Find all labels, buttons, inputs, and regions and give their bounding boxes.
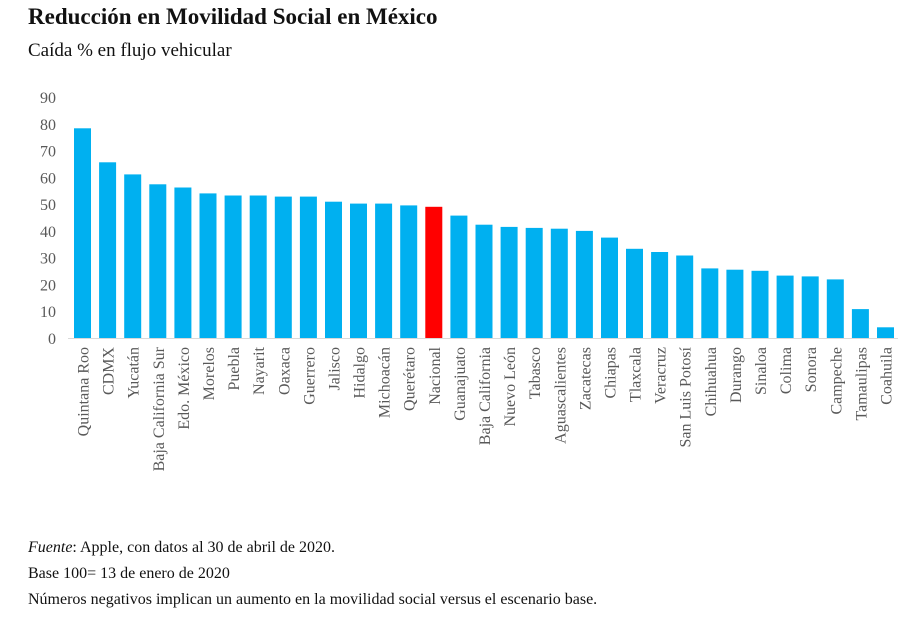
bar: [425, 206, 443, 338]
chart-title: Reducción en Movilidad Social en México: [28, 4, 438, 29]
y-tick-label: 30: [40, 251, 56, 268]
x-tick-label: Quintana Roo: [76, 347, 93, 436]
x-tick-label: Nayarit: [251, 346, 268, 395]
y-tick-label: 90: [40, 90, 56, 107]
bars: [74, 128, 894, 338]
x-tick-label: Morelos: [201, 347, 218, 400]
y-tick-label: 70: [40, 144, 56, 161]
bar: [550, 228, 568, 338]
y-tick-label: 20: [40, 277, 56, 294]
source-text: : Apple, con datos al 30 de abril de 202…: [72, 539, 336, 556]
x-tick-label: Sonora: [803, 347, 820, 392]
x-tick-label: Zacatecas: [577, 347, 594, 410]
bar: [676, 255, 694, 338]
bar: [525, 227, 543, 338]
x-tick-label: Michoacán: [377, 347, 394, 418]
bar: [99, 162, 117, 338]
bar: [500, 226, 518, 338]
x-tick-label: Puebla: [226, 347, 243, 391]
x-tick-label: Jalisco: [327, 347, 344, 391]
x-tick-label: San Luis Potosí: [678, 346, 695, 447]
x-tick-label: Querétaro: [402, 347, 419, 411]
x-tick-label: Durango: [728, 347, 745, 403]
y-tick-label: 10: [40, 304, 56, 321]
bar: [149, 184, 167, 338]
x-tick-label: Yucatán: [126, 347, 143, 399]
bar: [400, 205, 418, 338]
bar: [575, 230, 593, 338]
x-tick-label: Baja California Sur: [151, 346, 168, 471]
bar: [325, 201, 342, 338]
bar: [826, 279, 844, 338]
bar: [701, 268, 719, 338]
x-tick-label: Guanajuato: [452, 347, 469, 421]
bar: [475, 224, 493, 338]
bar: [751, 270, 769, 338]
bar: [450, 215, 468, 338]
y-tick-label: 40: [40, 224, 56, 241]
bar: [124, 174, 142, 338]
bar: [726, 269, 744, 338]
x-tick-label: Oaxaca: [276, 347, 293, 395]
x-tick-label: Baja California: [477, 347, 494, 445]
bar: [224, 195, 242, 338]
y-tick-label: 0: [48, 331, 56, 348]
bar: [350, 203, 367, 338]
chart-notes: Fuente: Apple, con datos al 30 de abril …: [28, 535, 597, 613]
x-tick-label: Colima: [778, 347, 795, 394]
y-tick-label: 80: [40, 117, 56, 134]
bar: [199, 193, 217, 338]
bar: [174, 187, 192, 338]
source-note: Fuente: Apple, con datos al 30 de abril …: [28, 535, 597, 561]
bar: [877, 327, 894, 338]
bar: [776, 275, 794, 338]
bar: [299, 196, 317, 338]
x-tick-label: Campeche: [828, 347, 845, 415]
chart-subtitle: Caída % en flujo vehicular: [28, 40, 232, 61]
bar: [375, 203, 393, 338]
x-axis-labels: Quintana Roo CDMX Yucatán Baja California S…: [76, 346, 896, 471]
bar: [801, 276, 819, 338]
y-tick-label: 60: [40, 170, 56, 187]
x-tick-label: Sinaloa: [753, 347, 770, 395]
bar: [851, 309, 869, 338]
x-tick-label: Coahuila: [879, 347, 896, 405]
x-tick-label: Nuevo León: [502, 347, 519, 427]
x-tick-label: Tamaulipas: [853, 347, 870, 421]
x-tick-label: Nacional: [427, 346, 444, 404]
x-tick-label: Hidalgo: [352, 347, 369, 399]
x-tick-label: Edo. México: [176, 347, 193, 430]
x-tick-label: Tabasco: [527, 347, 544, 399]
x-tick-label: Tlaxcala: [628, 347, 645, 402]
bar-chart: 0 10 20 30 40 50 60 70 80 90 Quintana Roo CDMX Yuca…: [40, 90, 898, 471]
source-label: Fuente: [28, 539, 73, 556]
x-tick-label: Veracruz: [653, 347, 670, 404]
bar: [651, 252, 669, 338]
x-tick-label: Guerrero: [301, 347, 318, 405]
bar: [74, 128, 91, 338]
bar: [274, 196, 292, 338]
y-tick-label: 50: [40, 197, 56, 214]
x-tick-label: Aguascalientes: [552, 347, 569, 444]
bar: [249, 195, 267, 338]
bar: [601, 237, 618, 338]
x-tick-label: Chiapas: [603, 347, 620, 399]
x-tick-label: Chihuahua: [703, 347, 720, 416]
x-tick-label: CDMX: [101, 347, 118, 395]
bar: [626, 248, 643, 338]
negative-note: Números negativos implican un aumento en…: [28, 591, 598, 608]
y-axis: 0 10 20 30 40 50 60 70 80 90: [40, 90, 56, 348]
base-note: Base 100= 13 de enero de 2020: [28, 565, 230, 582]
